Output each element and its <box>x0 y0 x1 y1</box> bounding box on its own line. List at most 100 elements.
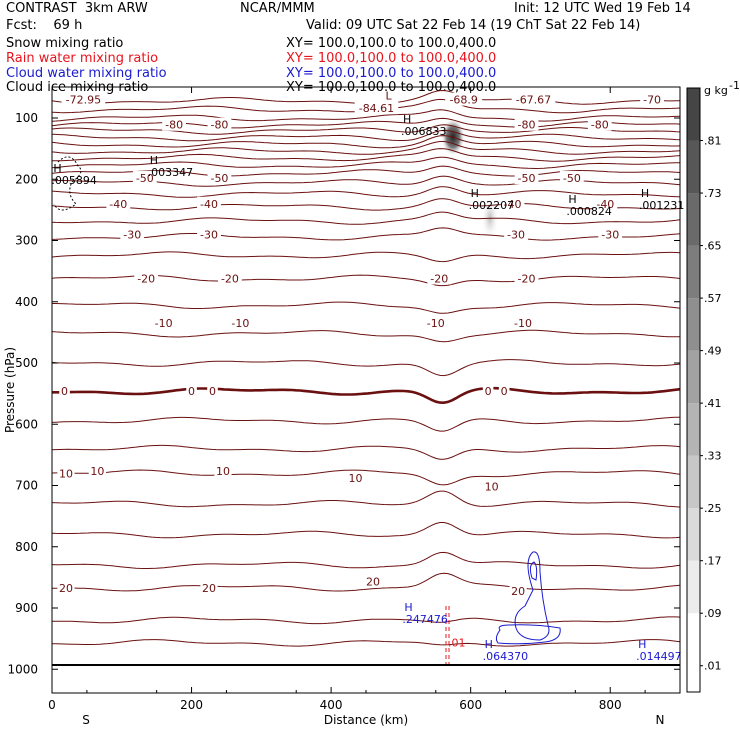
extremum-marker: L <box>386 90 393 103</box>
isotherm-contour <box>52 469 680 486</box>
temperature-label-bg <box>134 271 159 285</box>
extremum-value: .064370 <box>483 650 528 663</box>
y-tick-label: 500 <box>15 356 38 370</box>
temperature-label: -70 <box>643 94 661 107</box>
temperature-label-bg <box>228 316 253 330</box>
isotherm-contour <box>52 186 680 198</box>
temperature-label-bg <box>354 101 399 115</box>
temperature-label-bg <box>511 92 556 106</box>
temperature-label: -50 <box>210 172 228 185</box>
model-title: CONTRAST 3km ARW <box>6 1 148 16</box>
temperature-label-bg <box>509 583 527 597</box>
temperature-label: -50 <box>136 172 154 185</box>
temperature-label: 0 <box>209 385 216 398</box>
temperature-label: -40 <box>109 198 127 211</box>
temperature-label-bg <box>106 196 131 210</box>
isotherm-contour <box>52 301 680 314</box>
temperature-label-bg <box>200 580 218 594</box>
temperature-label-bg <box>132 171 157 185</box>
temperature-label-bg <box>500 196 525 210</box>
field-xy-cloud-water: XY= 100.0,100.0 to 100.0,400.0 <box>286 66 497 81</box>
isotherm-contour <box>52 329 680 343</box>
isotherm-contour <box>52 124 680 135</box>
colorbar-swatch <box>687 88 700 141</box>
isotherm-contour <box>52 148 680 162</box>
isotherm-contour <box>52 129 680 142</box>
field-name-snow: Snow mixing ratio <box>6 36 124 51</box>
field-xy-snow: XY= 100.0,100.0 to 100.0,400.0 <box>286 36 497 51</box>
temperature-label: -68.9 <box>449 94 477 107</box>
temperature-label-bg <box>587 117 612 131</box>
y-tick-label: 300 <box>15 234 38 248</box>
temperature-label: 10 <box>90 465 104 478</box>
extremum-marker: H <box>638 638 646 651</box>
temperature-label-bg <box>423 316 448 330</box>
temperature-label-bg <box>218 271 242 285</box>
y-axis-label: Pressure (hPa) <box>3 347 17 433</box>
isotherm-contour <box>52 639 680 647</box>
colorbar-swatch <box>687 613 700 692</box>
temperature-label: -67.67 <box>516 94 551 107</box>
isotherm-contour <box>52 359 680 377</box>
colorbar-tick-label: .25 <box>704 502 722 515</box>
valid-time: Valid: 09 UTC Sat 22 Feb 14 (19 ChT Sat … <box>306 18 641 33</box>
extremum-value: .000824 <box>566 205 612 218</box>
temperature-label: -80 <box>518 119 536 132</box>
temperature-label-bg <box>197 227 221 241</box>
endpoint-right: N <box>656 713 665 727</box>
colorbar-unit-exponent: -1 <box>729 79 740 92</box>
colorbar-swatch <box>687 193 700 246</box>
y-tick-label: 200 <box>15 172 38 186</box>
temperature-label-bg <box>214 463 232 477</box>
extremum-value: .247476 <box>402 613 448 626</box>
isotherm-contour <box>52 135 680 149</box>
temperature-label-bg <box>514 271 539 285</box>
temperature-label: -80 <box>210 119 228 132</box>
extremum-marker: H <box>150 154 158 167</box>
temperature-label: 20 <box>202 582 216 595</box>
temperature-label-bg <box>61 92 106 106</box>
temperature-label-bg <box>514 117 539 131</box>
extremum-marker: H <box>485 638 493 651</box>
isotherm-contour <box>52 141 680 155</box>
temperature-label: 20 <box>511 585 525 598</box>
colorbar-unit: g kg <box>704 84 728 97</box>
colorbar-tick-label: .33 <box>704 450 722 463</box>
temperature-label: 10 <box>485 481 499 494</box>
extremum-value: .003347 <box>148 166 194 179</box>
temperature-label: -20 <box>221 272 239 285</box>
colorbar-frame <box>686 87 701 693</box>
temperature-label: 10 <box>59 467 73 480</box>
temperature-label: -80 <box>591 119 609 132</box>
isotherm-contour <box>52 444 680 460</box>
isotherm-contour <box>52 522 680 539</box>
temperature-label-bg <box>445 92 483 106</box>
cloud-water-contour-lower <box>495 624 561 645</box>
temperature-label-bg <box>498 384 510 398</box>
temperature-label: -30 <box>200 228 218 241</box>
temperature-label: 0 <box>501 385 508 398</box>
temperature-label-bg <box>57 580 75 594</box>
y-tick-label: 900 <box>15 601 38 615</box>
extremum-marker: H <box>568 193 576 206</box>
isotherm-contour <box>52 156 680 170</box>
temperature-label-bg <box>514 171 539 185</box>
temperature-label-bg <box>207 171 232 185</box>
colorbar-swatch <box>687 298 700 351</box>
extremum-marker: H <box>404 601 412 614</box>
extremum-value: .002207 <box>469 199 514 212</box>
temperature-label-bg <box>197 196 221 210</box>
isotherm-contour <box>52 551 680 569</box>
temperature-label: -10 <box>231 317 249 330</box>
colorbar-swatch <box>687 350 700 404</box>
x-tick-label: 400 <box>320 698 343 712</box>
colorbar-tick-label: .81 <box>704 135 722 148</box>
temperature-label: 10 <box>349 472 363 485</box>
temperature-label: -84.61 <box>359 102 394 115</box>
endpoint-left: S <box>82 713 90 727</box>
temperature-label: 0 <box>188 385 195 398</box>
colorbar-tick-label: .41 <box>704 397 722 410</box>
temperature-label: -30 <box>507 228 525 241</box>
isotherm-contour <box>52 211 680 225</box>
